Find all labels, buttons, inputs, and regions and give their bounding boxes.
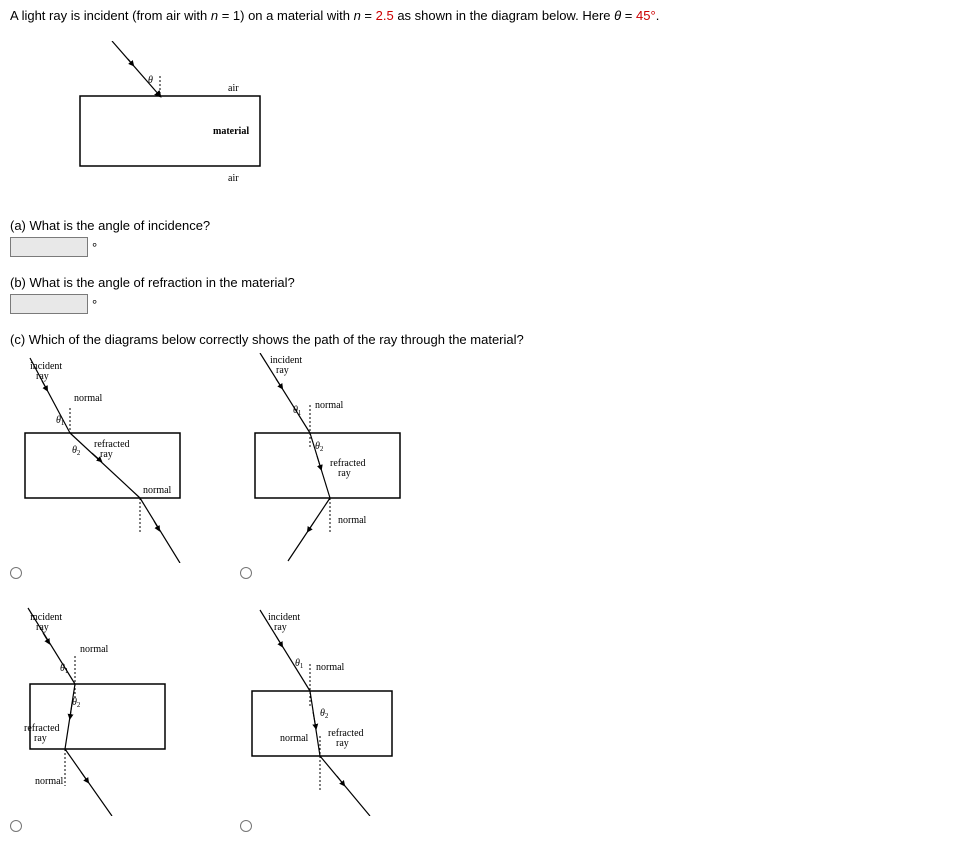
- setup-diagram: θ air air material: [70, 41, 959, 194]
- diagram-option-2: incident ray normal θ1 θ2 refracted ray …: [240, 353, 460, 582]
- svg-text:normal: normal: [280, 733, 309, 744]
- svg-text:normal: normal: [315, 400, 344, 411]
- part-c-label: (c) Which of the diagrams below correctl…: [10, 332, 959, 347]
- diagram-option-4: incident ray normal θ1 θ2 refracted ray …: [240, 606, 460, 835]
- part-c: (c) Which of the diagrams below correctl…: [10, 332, 959, 835]
- svg-text:ray: ray: [100, 449, 113, 460]
- svg-text:ray: ray: [274, 622, 287, 633]
- svg-text:ray: ray: [36, 371, 49, 382]
- svg-text:θ1: θ1: [295, 658, 304, 670]
- svg-text:normal: normal: [74, 393, 103, 404]
- svg-text:normal: normal: [80, 644, 109, 655]
- diagram-radio-1[interactable]: [10, 567, 22, 579]
- svg-text:normal: normal: [35, 776, 64, 787]
- intro-suffix: .: [656, 8, 660, 23]
- air-top-label: air: [228, 83, 239, 94]
- intro-eq2: =: [361, 8, 376, 23]
- part-a: (a) What is the angle of incidence? °: [10, 218, 959, 257]
- material-label: material: [213, 126, 249, 137]
- part-a-label: (a) What is the angle of incidence?: [10, 218, 959, 233]
- svg-text:ray: ray: [276, 365, 289, 376]
- intro-eq3: =: [621, 8, 636, 23]
- svg-text:ray: ray: [338, 468, 351, 479]
- question-intro: A light ray is incident (from air with n…: [10, 8, 959, 23]
- svg-text:normal: normal: [143, 485, 172, 496]
- theta-value: 45°: [636, 8, 656, 23]
- svg-text:ray: ray: [336, 738, 349, 749]
- part-b-label: (b) What is the angle of refraction in t…: [10, 275, 959, 290]
- part-a-input[interactable]: [10, 237, 88, 257]
- svg-text:normal: normal: [338, 515, 367, 526]
- svg-text:θ1: θ1: [60, 663, 69, 675]
- diagram-radio-3[interactable]: [10, 820, 22, 832]
- n-air-label: n: [211, 8, 218, 23]
- part-b: (b) What is the angle of refraction in t…: [10, 275, 959, 314]
- intro-mid: as shown in the diagram below. Here: [394, 8, 614, 23]
- diagram-option-1: incident ray normal θ1 θ2 refracted ray …: [10, 353, 230, 582]
- intro-prefix: A light ray is incident (from air with: [10, 8, 211, 23]
- svg-text:normal: normal: [316, 662, 345, 673]
- part-b-unit: °: [92, 297, 97, 312]
- n-value: 2.5: [376, 8, 394, 23]
- diagram-radio-2[interactable]: [240, 567, 252, 579]
- diagram-radio-4[interactable]: [240, 820, 252, 832]
- part-a-unit: °: [92, 240, 97, 255]
- svg-text:θ1: θ1: [293, 405, 302, 417]
- intro-eq1: = 1) on a material with: [218, 8, 353, 23]
- svg-text:ray: ray: [34, 733, 47, 744]
- diagram-option-3: incident ray normal θ1 θ2 refracted ray …: [10, 606, 230, 835]
- n-mat-label: n: [354, 8, 361, 23]
- setup-theta: θ: [148, 75, 153, 86]
- svg-text:ray: ray: [36, 622, 49, 633]
- part-b-input[interactable]: [10, 294, 88, 314]
- svg-text:θ1: θ1: [56, 415, 65, 427]
- air-bottom-label: air: [228, 173, 239, 184]
